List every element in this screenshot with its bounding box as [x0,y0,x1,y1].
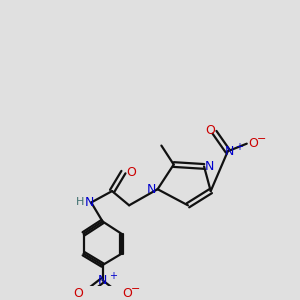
Text: −: − [257,134,267,144]
Text: O: O [126,166,136,178]
Text: N: N [225,145,234,158]
Text: N: N [205,160,214,173]
Text: N: N [98,274,107,287]
Text: O: O [248,137,258,150]
Text: −: − [131,284,140,294]
Text: O: O [205,124,215,137]
Text: N: N [85,196,94,209]
Text: +: + [235,142,243,152]
Text: N: N [147,183,157,196]
Text: O: O [73,287,83,300]
Text: O: O [122,287,132,300]
Text: H: H [76,197,84,208]
Text: +: + [109,271,117,281]
